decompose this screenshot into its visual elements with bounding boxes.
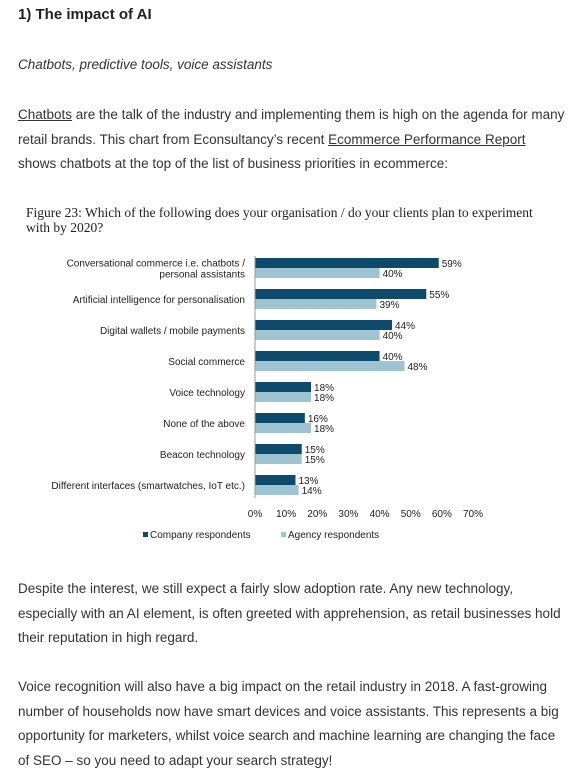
bar-company	[255, 444, 302, 454]
bar-agency	[255, 299, 377, 309]
x-tick-label: 40%	[370, 509, 390, 520]
bar-chart: Conversational commerce i.e. chatbots / p…	[51, 256, 483, 541]
category-label: Digital wallets / mobile payments	[100, 326, 245, 337]
data-label: 44%	[395, 321, 415, 332]
data-label: 14%	[302, 486, 322, 497]
intro-text-2: shows chatbots at the top of the list of…	[18, 156, 448, 171]
data-label: 40%	[383, 352, 403, 363]
x-tick-label: 30%	[338, 509, 358, 520]
bar-company	[255, 320, 393, 330]
data-label: 18%	[314, 383, 334, 394]
legend-label: Company respondents	[150, 530, 251, 541]
legend-label: Agency respondents	[288, 530, 379, 541]
section-heading: 1) The impact of AI	[18, 6, 152, 23]
figure-title: Figure 23: Which of the following does y…	[26, 205, 533, 235]
data-label: 18%	[314, 393, 334, 404]
data-label: 15%	[305, 455, 325, 466]
data-label: 59%	[442, 259, 462, 270]
legend-swatch	[143, 532, 148, 537]
bar-agency	[255, 485, 299, 495]
category-label: Different interfaces (smartwatches, IoT …	[51, 481, 245, 492]
data-label: 13%	[298, 476, 318, 487]
data-label: 40%	[383, 331, 403, 342]
category-label: Beacon technology	[160, 450, 245, 461]
legend-swatch	[281, 532, 286, 537]
bar-company	[255, 413, 305, 423]
data-label: 15%	[305, 445, 325, 456]
category-label: Voice technology	[169, 388, 245, 399]
bar-company	[255, 289, 427, 299]
data-label: 18%	[314, 424, 334, 435]
category-label: Conversational commerce i.e. chatbots / p…	[67, 259, 246, 281]
x-tick-label: 60%	[432, 509, 452, 520]
data-label: 40%	[383, 269, 403, 280]
bar-agency	[255, 330, 380, 340]
data-label: 39%	[379, 300, 399, 311]
bar-agency	[255, 392, 312, 402]
data-label: 55%	[429, 290, 449, 301]
bar-agency	[255, 361, 405, 371]
intro-text-1: are the talk of the industry and impleme…	[18, 107, 565, 147]
bar-company	[255, 382, 312, 392]
bar-company	[255, 351, 380, 361]
bar-agency	[255, 423, 312, 433]
body-paragraph-2: Despite the interest, we still expect a …	[18, 581, 561, 645]
section-subheading: Chatbots, predictive tools, voice assist…	[18, 57, 273, 72]
x-tick-label: 70%	[463, 509, 483, 520]
ecommerce-report-link[interactable]: Ecommerce Performance Report	[328, 131, 526, 147]
bar-company	[255, 258, 439, 268]
x-tick-label: 20%	[307, 509, 327, 520]
x-tick-label: 50%	[401, 509, 421, 520]
bar-agency	[255, 454, 302, 464]
intro-paragraph: Chatbots are the talk of the industry an…	[18, 103, 566, 177]
data-label: 48%	[407, 362, 427, 373]
bar-company	[255, 475, 296, 485]
data-label: 16%	[308, 414, 328, 425]
category-label: None of the above	[163, 419, 245, 430]
x-tick-label: 0%	[248, 509, 263, 520]
x-tick-label: 10%	[276, 509, 296, 520]
bar-agency	[255, 268, 380, 278]
body-paragraph-3: Voice recognition will also have a big i…	[18, 679, 559, 768]
chatbots-link[interactable]: Chatbots	[18, 107, 73, 122]
category-label: Social commerce	[168, 357, 245, 368]
category-label: Artificial intelligence for personalisat…	[73, 295, 245, 306]
